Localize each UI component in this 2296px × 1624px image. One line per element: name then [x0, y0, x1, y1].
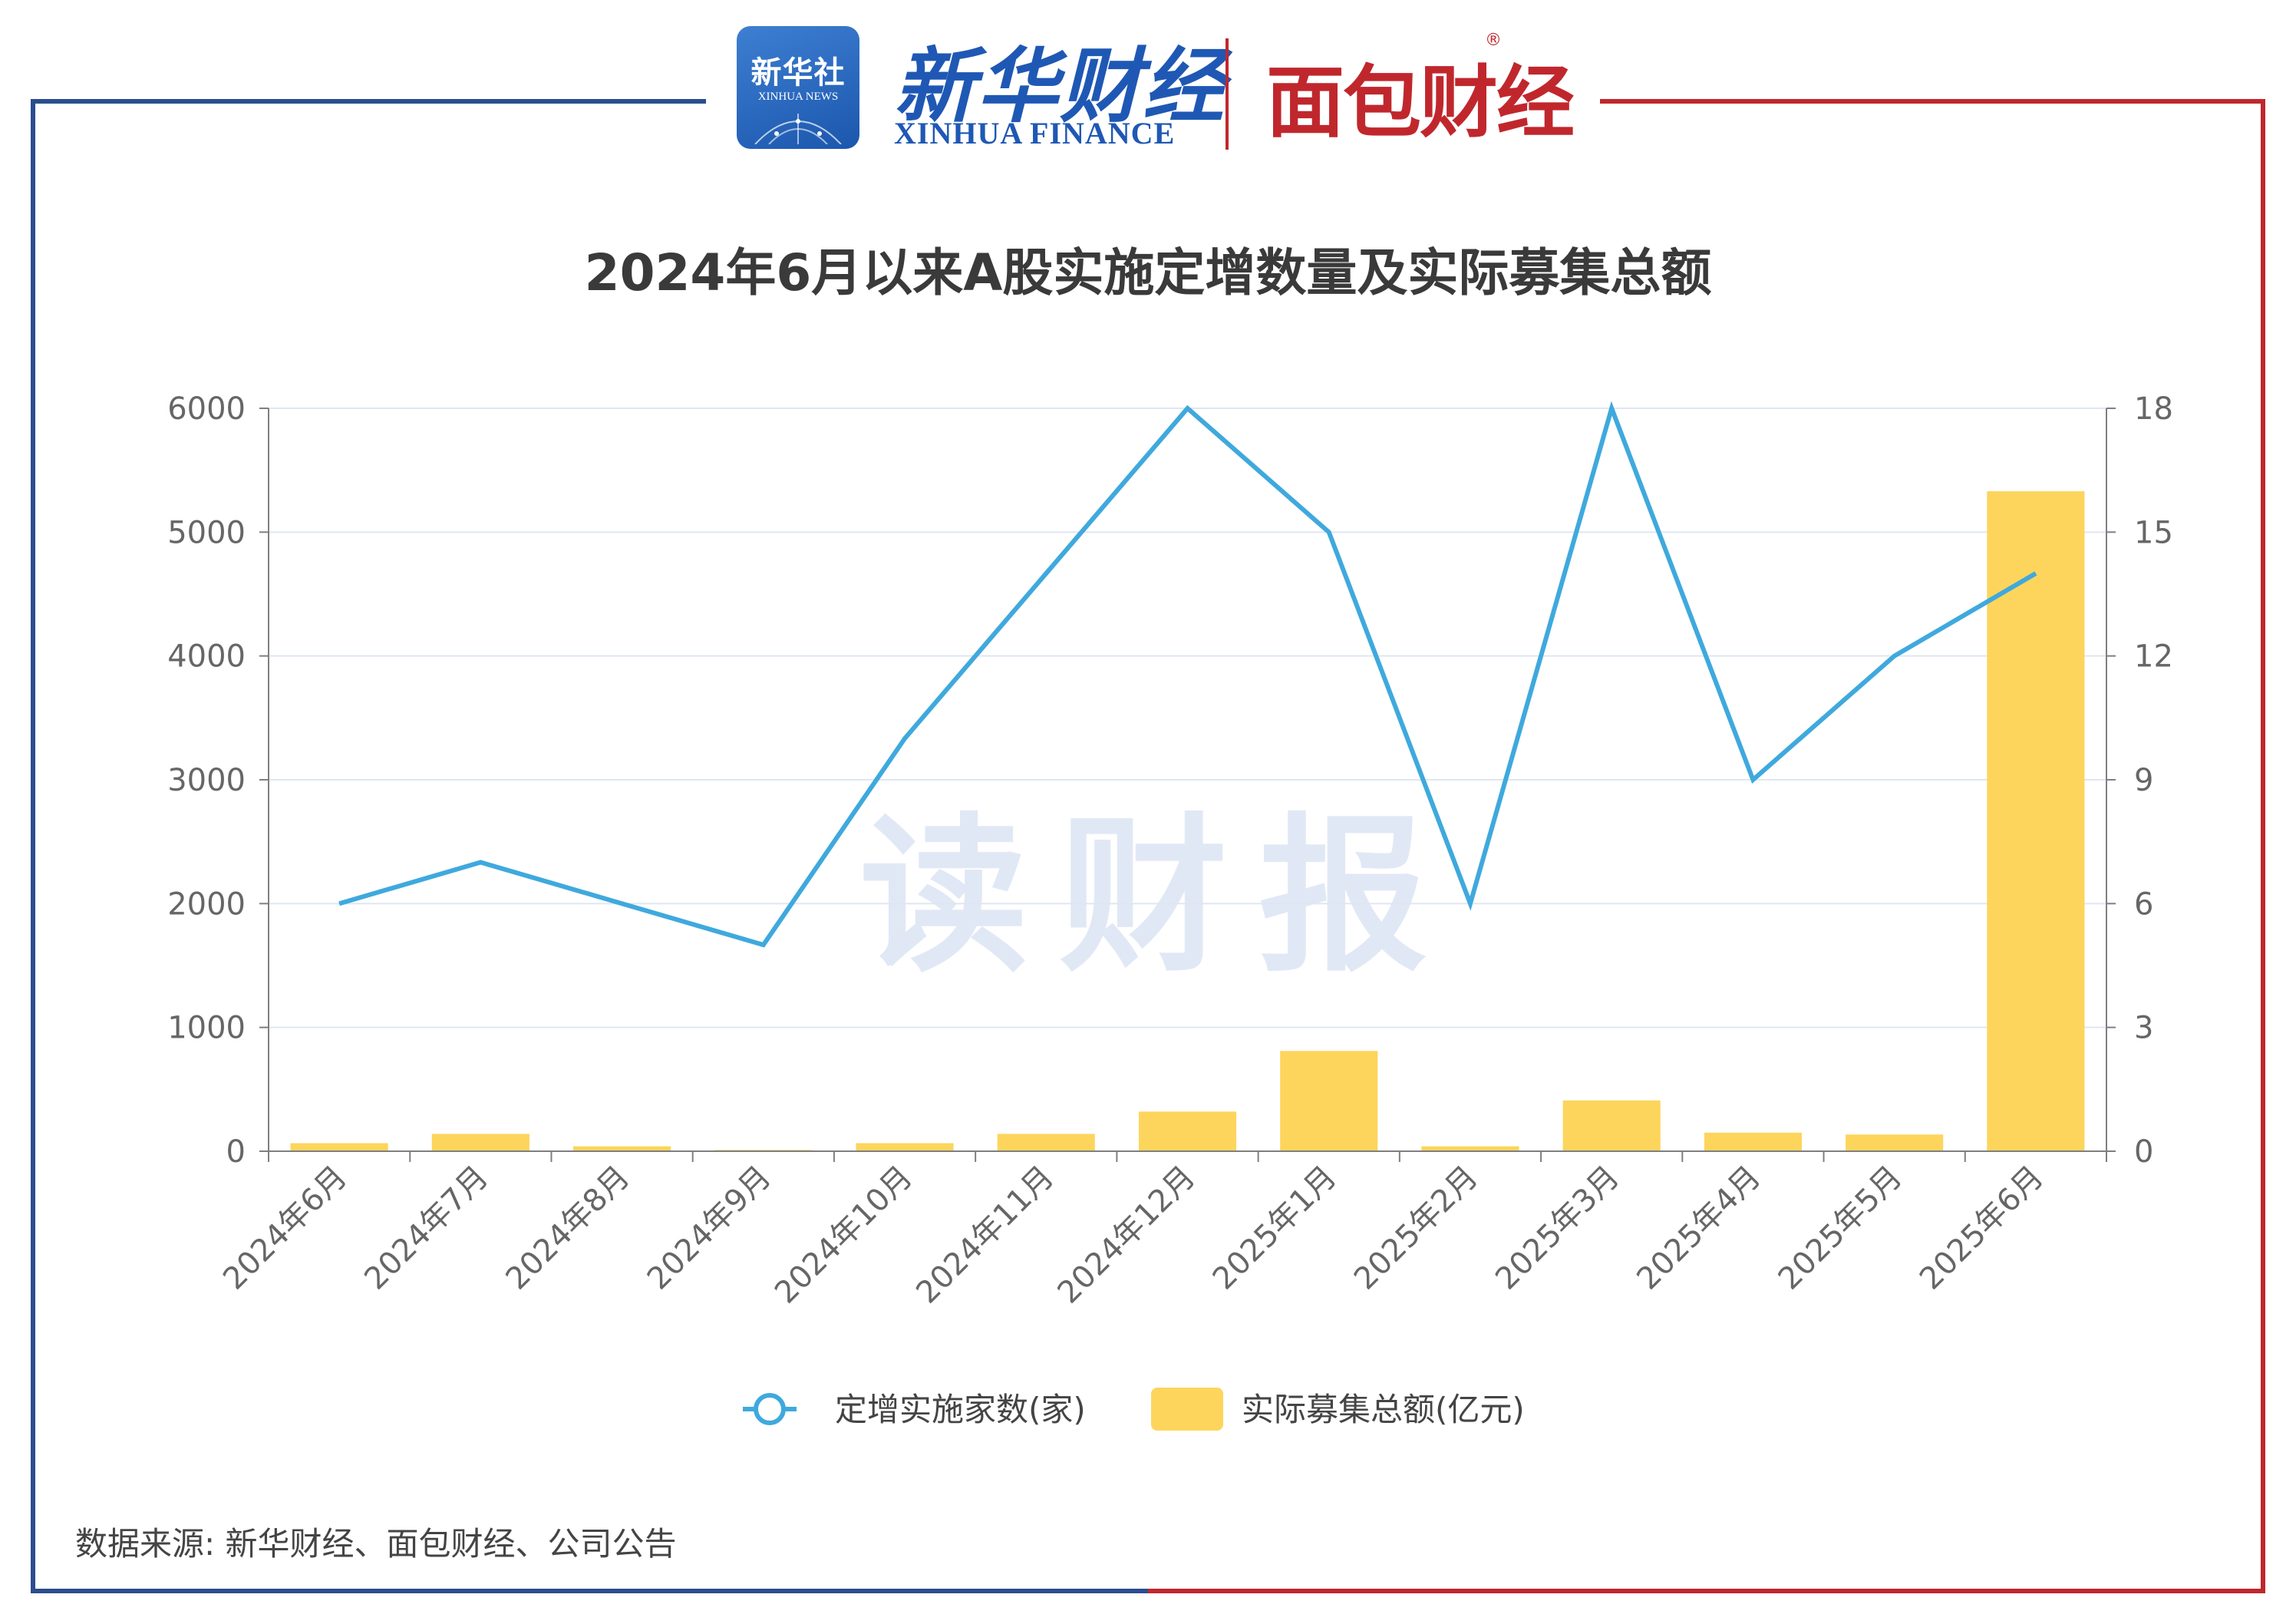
y-left-tick-label: 1000 — [167, 1011, 246, 1046]
line-point — [1045, 573, 1047, 574]
line-point — [2035, 573, 2037, 574]
y-right-tick-label: 12 — [2134, 639, 2173, 675]
line-series-path — [338, 401, 2037, 948]
frame-top-right — [1600, 99, 2265, 104]
line-point — [1894, 655, 1895, 657]
logo-bar: 新华社 XINHUA NEWS 新华财经 XINHUA FINANCE 面包财经… — [737, 15, 1588, 161]
frame-top-left — [31, 99, 706, 104]
xinhua-finance-logo-cn: 新华财经 — [894, 38, 1226, 134]
bar — [1987, 491, 2085, 1151]
xinhua-news-logo: 新华社 XINHUA NEWS — [737, 26, 859, 149]
legend-line-marker — [754, 1393, 786, 1425]
legend-label-line: 定增实施家数(家) — [835, 1391, 1086, 1428]
grid-lines — [269, 408, 2106, 1028]
frame-left — [31, 99, 35, 1593]
line-point — [763, 944, 764, 946]
registered-mark: ® — [1485, 31, 1502, 50]
data-source-note: 数据来源: 新华财经、面包财经、公司公告 — [75, 1525, 677, 1563]
y-right-tick-label: 6 — [2134, 886, 2153, 922]
y-left-tick-label: 5000 — [167, 515, 246, 550]
x-tick-label: 2024年11月 — [909, 1160, 1061, 1311]
y-left-tick-label: 4000 — [167, 639, 246, 675]
x-tick-label: 2025年5月 — [1772, 1160, 1909, 1297]
line-point — [1611, 408, 1612, 409]
bar — [1421, 1146, 1519, 1151]
bar-series — [290, 491, 2085, 1151]
line-point — [904, 738, 906, 739]
bar — [856, 1143, 954, 1151]
x-tick-label: 2025年2月 — [1348, 1160, 1485, 1297]
line-point — [338, 903, 340, 904]
y-right-tick-label: 0 — [2134, 1134, 2153, 1170]
frame-right — [2261, 99, 2265, 1593]
y-right-tick-label: 3 — [2134, 1011, 2153, 1046]
xinhua-badge-cn: 新华社 — [750, 55, 846, 91]
x-tick-label: 2025年1月 — [1206, 1160, 1344, 1297]
frame-bottom — [31, 1589, 2265, 1593]
line-series — [338, 401, 2037, 948]
x-tick-label: 2024年7月 — [358, 1160, 495, 1297]
x-tick-label: 2025年4月 — [1630, 1160, 1767, 1297]
y-left-tick-label: 0 — [226, 1134, 246, 1170]
y-right-tick-label: 15 — [2134, 515, 2173, 550]
x-tick-label: 2025年6月 — [1913, 1160, 2050, 1297]
y-left-tick-label: 2000 — [167, 886, 246, 922]
chart-title: 2024年6月以来A股实施定增数量及实际募集总额 — [584, 243, 1712, 302]
axes — [259, 408, 2116, 1162]
bar — [997, 1134, 1095, 1151]
y-right-tick-label: 9 — [2134, 763, 2153, 798]
bar — [431, 1134, 529, 1151]
bar — [573, 1146, 671, 1151]
logo-divider — [1226, 38, 1229, 150]
xinhua-finance-logo-en: XINHUA FINANCE — [894, 116, 1176, 150]
x-tick-label: 2024年6月 — [216, 1160, 354, 1297]
x-tick-label: 2024年9月 — [641, 1160, 778, 1297]
bar — [1280, 1051, 1378, 1151]
mianbao-finance-logo: 面包财经 — [1266, 58, 1575, 149]
line-point — [480, 862, 481, 863]
x-tick-label: 2024年12月 — [1051, 1160, 1202, 1311]
legend: 定增实施家数(家) 实际募集总额(亿元) — [743, 1388, 1525, 1431]
y-left-tick-label: 3000 — [167, 763, 246, 798]
y-left-tick-label: 6000 — [167, 391, 246, 427]
x-tick-label: 2024年8月 — [500, 1160, 637, 1297]
bar — [1562, 1100, 1661, 1151]
bar — [1704, 1132, 1802, 1151]
y-right-tick-label: 18 — [2134, 391, 2173, 427]
x-tick-label: 2024年10月 — [768, 1160, 919, 1311]
legend-bar-symbol — [1151, 1388, 1223, 1431]
watermark: 读财报 — [859, 798, 1459, 995]
xinhua-badge-en: XINHUA NEWS — [757, 91, 839, 103]
line-point — [1187, 408, 1188, 409]
globe-icon — [754, 114, 842, 144]
bar — [290, 1143, 388, 1151]
x-tick-label: 2025年3月 — [1489, 1160, 1626, 1297]
axis-labels: 0 1000 2000 3000 4000 5000 6000 0 3 6 9 12 15 18 2024年… — [167, 391, 2173, 1311]
bar — [1138, 1111, 1237, 1151]
bar — [1846, 1134, 1944, 1151]
legend-label-bar: 实际募集总额(亿元) — [1242, 1391, 1525, 1428]
line-point — [1328, 531, 1330, 533]
